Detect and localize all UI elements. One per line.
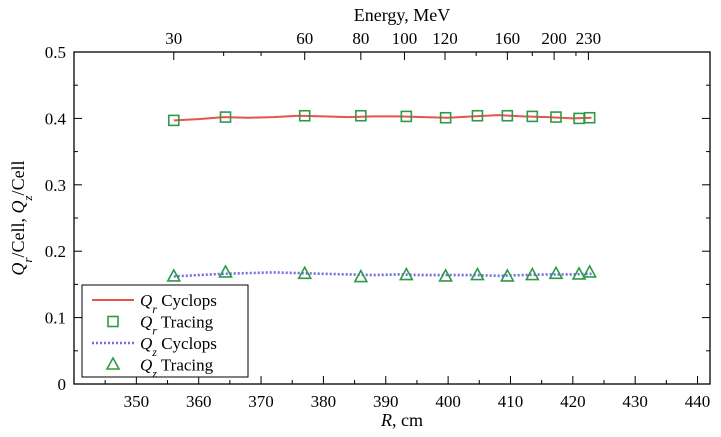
y-tick-label: 0.5	[45, 43, 66, 62]
top-tick-label: 160	[495, 29, 521, 48]
x-tick-label: 390	[373, 392, 399, 411]
y-tick-label: 0.3	[45, 176, 66, 195]
x-tick-label: 420	[560, 392, 586, 411]
qr-tracing-point	[471, 109, 484, 122]
legend-label-subscript: r	[152, 324, 157, 338]
y-axis-title: Qr/Cell, Qz/Cell	[8, 160, 35, 275]
qz-tracing-point	[398, 266, 414, 281]
qr-tracing-point	[167, 114, 180, 127]
y-axis-title-part: /Cell,	[8, 214, 28, 258]
legend-label-text: Tracing	[157, 313, 214, 332]
qz-tracing-point	[218, 264, 233, 278]
series-3	[166, 264, 598, 283]
legend-label-subscript: z	[151, 345, 157, 359]
legend-label-symbol: Q	[140, 291, 152, 310]
axes: 350 360 370 380 390 400 410 420 430 440 0 0.1 0.2 0.3…	[8, 5, 710, 430]
top-axis-title: Energy, MeV	[354, 5, 450, 25]
y-axis-title-part: z	[20, 195, 35, 201]
qr-tracing-point	[526, 110, 539, 123]
qz-tracing-point	[470, 266, 485, 281]
y-tick-label: 0.1	[45, 309, 66, 328]
qz-tracing-point	[548, 265, 564, 280]
x-axis-title-symbol: R	[380, 410, 392, 430]
x-tick-label: 400	[435, 392, 461, 411]
qr-tracing-point	[550, 111, 562, 123]
top-tick-label: 60	[296, 29, 313, 48]
qz-cyclops-line	[173, 271, 592, 278]
qr-cyclops-line	[173, 114, 592, 122]
top-tick-label: 100	[392, 29, 418, 48]
qr-tracing-point	[583, 111, 596, 124]
legend-label: Qr Cyclops	[140, 291, 217, 316]
legend-label-subscript: z	[151, 367, 157, 381]
qr-tracing-point	[439, 111, 452, 124]
legend-item: Qr Tracing	[107, 313, 214, 338]
x-tick-label: 360	[186, 392, 212, 411]
series-1	[167, 109, 596, 127]
top-tick-label: 200	[541, 29, 567, 48]
legend-item: Qz Cyclops	[92, 334, 217, 359]
legend-swatch-square	[107, 315, 119, 328]
qz-tracing-point	[438, 268, 453, 282]
y-tick-label: 0	[58, 375, 67, 394]
legend-swatch-triangle	[105, 356, 121, 370]
qz-tracing-point	[166, 268, 182, 282]
legend-label-text: Cyclops	[157, 334, 217, 353]
x-tick-label: 440	[685, 392, 711, 411]
y-axis-title-part: r	[20, 257, 35, 263]
legend-label-symbol: Q	[140, 313, 152, 332]
series-layer	[166, 109, 598, 283]
top-tick-label: 30	[165, 29, 182, 48]
series-0	[173, 114, 592, 122]
y-axis-title-part: Q	[8, 263, 28, 276]
x-tick-label: 370	[248, 392, 274, 411]
x-axis-title-unit: , cm	[392, 410, 423, 430]
legend-label: Qr Tracing	[140, 313, 214, 338]
qz-tracing-point	[500, 268, 515, 282]
legend-label: Qz Cyclops	[140, 334, 217, 359]
x-axis-title: R, cm	[380, 410, 423, 430]
y-tick-label: 0.2	[45, 242, 66, 261]
qz-tracing-point	[524, 266, 540, 281]
qr-tracing-point	[298, 109, 311, 122]
legend-item: Qr Cyclops	[92, 291, 217, 316]
legend-label-symbol: Q	[140, 334, 152, 353]
x-tick-label: 430	[622, 392, 648, 411]
y-axis-title-part: Q	[8, 201, 28, 214]
legend-label: Qz Tracing	[140, 356, 214, 381]
y-axis-title-part: /Cell	[8, 160, 28, 195]
qz-tracing-point	[582, 264, 598, 278]
qr-tracing-point	[355, 109, 367, 122]
legend-label-text: Cyclops	[157, 291, 217, 310]
y-tick-label: 0.4	[45, 109, 67, 128]
legend-label-symbol: Q	[140, 356, 152, 375]
x-tick-label: 350	[124, 392, 150, 411]
x-tick-label: 410	[498, 392, 524, 411]
legend-label-subscript: r	[152, 302, 157, 316]
qr-tracing-point	[501, 109, 514, 122]
series-2	[173, 271, 592, 278]
x-tick-label: 380	[311, 392, 337, 411]
top-tick-label: 80	[352, 29, 369, 48]
qr-tracing-point	[219, 111, 232, 123]
qz-tracing-point	[353, 268, 369, 283]
legend-item: Qz Tracing	[105, 356, 214, 381]
top-tick-label: 120	[432, 29, 458, 48]
qz-tracing-point	[297, 265, 313, 280]
qr-tracing-point	[400, 110, 413, 123]
legend-label-text: Tracing	[157, 356, 214, 375]
qz-tracing-point	[571, 266, 587, 280]
top-tick-label: 230	[576, 29, 602, 48]
